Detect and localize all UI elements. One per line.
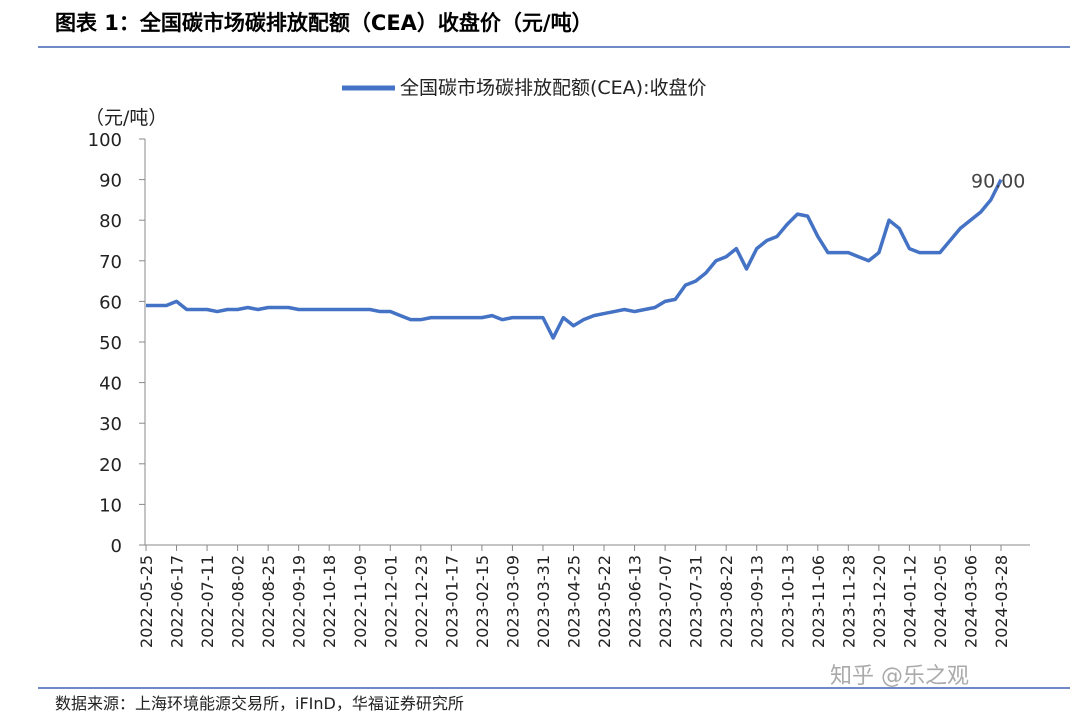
source-note: 数据来源：上海环境能源交易所，iFInD，华福证券研究所: [55, 694, 464, 713]
x-tick-label: 2023-07-31: [687, 555, 706, 648]
y-tick-label: 0: [111, 536, 122, 557]
watermark: 知乎 @乐之观: [830, 664, 969, 689]
y-tick-label: 60: [99, 292, 122, 313]
x-tick-label: 2022-12-23: [412, 555, 431, 648]
x-tick-label: 2022-05-25: [137, 555, 156, 648]
x-tick-label: 2022-10-18: [320, 555, 339, 648]
x-tick-label: 2022-12-01: [381, 555, 400, 648]
y-tick-label: 30: [99, 414, 122, 435]
y-tick-label: 50: [99, 333, 122, 354]
y-tick-label: 40: [99, 374, 122, 395]
x-tick-label: 2022-09-19: [290, 555, 309, 648]
x-tick-label: 2023-06-13: [626, 555, 645, 648]
x-tick-label: 2023-10-13: [778, 555, 797, 648]
x-tick-label: 2023-03-31: [534, 555, 553, 648]
x-tick-label: 2022-11-09: [351, 555, 370, 648]
data-line: [146, 178, 1003, 340]
legend-label: 全国碳市场碳排放配额(CEA):收盘价: [400, 77, 707, 99]
y-tick-label: 20: [99, 455, 122, 476]
x-tick-label: 2023-07-07: [656, 555, 675, 648]
x-tick-label: 2023-05-22: [595, 555, 614, 648]
x-tick-label: 2023-08-22: [717, 555, 736, 648]
x-tick-label: 2023-09-13: [748, 555, 767, 648]
x-tick-label: 2024-03-28: [992, 555, 1011, 648]
y-tick-label: 100: [88, 130, 122, 151]
chart-title: 图表 1：全国碳市场碳排放配额（CEA）收盘价（元/吨）: [55, 11, 593, 35]
y-tick-label: 80: [99, 211, 122, 232]
x-tick-label: 2023-04-25: [565, 555, 584, 648]
y-axis-label: （元/吨）: [85, 107, 167, 129]
x-tick-label: 2022-07-11: [198, 555, 217, 648]
x-tick-label: 2023-03-09: [503, 555, 522, 648]
x-tick-label: 2022-08-25: [259, 555, 278, 648]
x-tick-label: 2022-08-02: [229, 555, 248, 648]
x-tick-label: 2024-02-05: [931, 555, 950, 648]
x-tick-label: 2023-01-17: [442, 555, 461, 648]
x-tick-label: 2023-12-20: [870, 555, 889, 648]
annotation: 90.00: [971, 171, 1025, 193]
x-tick-label: 2023-02-15: [473, 555, 492, 648]
y-tick-label: 70: [99, 252, 122, 273]
x-tick-label: 2024-03-06: [961, 555, 980, 648]
x-tick-label: 2023-11-06: [809, 555, 828, 648]
y-tick-label: 90: [99, 171, 122, 192]
x-tick-label: 2022-06-17: [168, 555, 187, 648]
x-tick-label: 2023-11-28: [839, 555, 858, 648]
y-tick-label: 10: [99, 495, 122, 516]
x-tick-label: 2024-01-12: [900, 555, 919, 648]
